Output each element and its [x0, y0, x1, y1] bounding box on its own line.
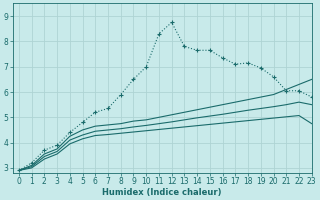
X-axis label: Humidex (Indice chaleur): Humidex (Indice chaleur)	[102, 188, 222, 197]
